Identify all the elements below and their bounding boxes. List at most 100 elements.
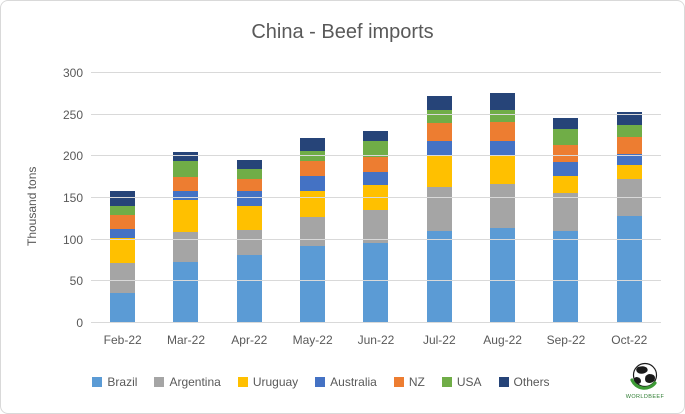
logo: WORLDBEEF bbox=[622, 361, 668, 403]
bar-segment-usa bbox=[236, 168, 262, 179]
legend-swatch-icon bbox=[498, 377, 509, 387]
gridline bbox=[91, 155, 661, 157]
bar-segment-australia bbox=[426, 141, 452, 157]
gridline bbox=[91, 72, 661, 73]
bar-slot bbox=[218, 73, 281, 323]
legend-label: NZ bbox=[408, 375, 425, 389]
stacked-bar bbox=[300, 138, 326, 323]
bar-segment-uruguay bbox=[616, 164, 642, 179]
bar-segment-nz bbox=[490, 122, 516, 141]
legend-swatch-icon bbox=[154, 377, 165, 387]
x-axis-tick-labels: Feb-22 Mar-22 Apr-22 May-22 Jun-22 Jul-22 Aug-… bbox=[91, 333, 661, 347]
legend-label: Others bbox=[513, 375, 550, 389]
y-tick-label: 150 bbox=[62, 191, 83, 205]
bar-segment-nz bbox=[616, 137, 642, 154]
bar-slot bbox=[471, 73, 534, 323]
x-tick-label: Sep-22 bbox=[546, 333, 586, 347]
bar-segment-uruguay bbox=[426, 156, 452, 188]
y-tick-label: 200 bbox=[62, 149, 83, 164]
bar-segment-brazil bbox=[426, 230, 452, 323]
x-tick-label: Aug-22 bbox=[483, 333, 522, 347]
legend-swatch-icon bbox=[393, 377, 404, 387]
bar-segment-argentina bbox=[236, 229, 262, 255]
bar-segment-usa bbox=[110, 205, 136, 215]
bar-segment-uruguay bbox=[173, 199, 199, 233]
bar-segment-australia bbox=[363, 172, 389, 185]
stacked-bar bbox=[110, 190, 136, 323]
bar-segment-uruguay bbox=[490, 155, 516, 184]
bar-segment-usa bbox=[490, 109, 516, 123]
bar-segment-brazil bbox=[616, 215, 642, 323]
bar-slot bbox=[154, 73, 217, 323]
stacked-bar bbox=[236, 159, 262, 323]
legend-item-brazil: Brazil bbox=[92, 375, 137, 389]
legend-swatch-icon bbox=[441, 377, 452, 387]
bar-slot bbox=[91, 73, 154, 323]
bar-segment-argentina bbox=[110, 263, 136, 293]
bar-segment-uruguay bbox=[236, 205, 262, 230]
x-tick-label: Oct-22 bbox=[611, 333, 648, 347]
bars-container bbox=[91, 73, 661, 323]
x-tick-label: May-22 bbox=[292, 333, 333, 347]
legend: Brazil Argentina Uruguay Australia NZ USA Othe… bbox=[1, 375, 641, 389]
bar-segment-others bbox=[616, 112, 642, 125]
y-axis-tick-labels: 0 50 100 150 200 250 300 bbox=[41, 66, 83, 330]
legend-item-argentina: Argentina bbox=[154, 375, 221, 389]
stacked-bar bbox=[616, 112, 642, 323]
bar-segment-others bbox=[363, 130, 389, 142]
bar-segment-nz bbox=[300, 160, 326, 176]
legend-label: Uruguay bbox=[252, 375, 299, 389]
legend-item-others: Others bbox=[498, 375, 550, 389]
bar-slot bbox=[598, 73, 661, 323]
bar-segment-usa bbox=[363, 141, 389, 158]
bar-segment-australia bbox=[490, 140, 516, 156]
bar-segment-australia bbox=[236, 191, 262, 206]
bar-segment-brazil bbox=[236, 254, 262, 323]
bar-segment-nz bbox=[110, 214, 136, 229]
bar-segment-nz bbox=[236, 178, 262, 192]
bar-segment-usa bbox=[616, 124, 642, 138]
bar-segment-argentina bbox=[363, 209, 389, 243]
bar-segment-nz bbox=[426, 123, 452, 142]
chart-title: China - Beef imports bbox=[251, 21, 434, 43]
bar-segment-brazil bbox=[173, 262, 199, 323]
stacked-bar bbox=[173, 152, 199, 323]
bar-segment-others bbox=[173, 152, 199, 161]
legend-swatch-icon bbox=[315, 377, 326, 387]
legend-label: Brazil bbox=[107, 375, 138, 389]
bar-segment-others bbox=[490, 93, 516, 110]
bar-segment-argentina bbox=[490, 183, 516, 228]
bar-segment-brazil bbox=[300, 245, 326, 323]
y-tick-label: 50 bbox=[69, 274, 83, 289]
globe-logo-icon: WORLDBEEF bbox=[626, 362, 664, 400]
legend-item-uruguay: Uruguay bbox=[237, 375, 299, 389]
y-tick-label: 250 bbox=[62, 107, 83, 122]
bar-segment-nz bbox=[173, 177, 199, 191]
gridline bbox=[91, 197, 661, 198]
bar-slot bbox=[408, 73, 471, 323]
bar-segment-uruguay bbox=[300, 190, 326, 218]
y-axis-title: Thousand tons bbox=[25, 166, 39, 246]
bar-segment-usa bbox=[426, 109, 452, 124]
bar-segment-australia bbox=[553, 162, 579, 176]
bar-segment-usa bbox=[553, 128, 579, 145]
stacked-bar bbox=[553, 118, 579, 323]
x-tick-label: Mar-22 bbox=[166, 333, 205, 347]
bar-segment-others bbox=[236, 159, 262, 169]
bar-segment-argentina bbox=[553, 193, 579, 232]
legend-label: Australia bbox=[330, 375, 377, 389]
bar-segment-others bbox=[110, 190, 136, 206]
gridline bbox=[91, 322, 661, 323]
legend-label: USA bbox=[456, 375, 482, 389]
bar-slot bbox=[344, 73, 407, 323]
bar-segment-brazil bbox=[363, 243, 389, 323]
bar-segment-argentina bbox=[426, 187, 452, 231]
x-tick-label: Feb-22 bbox=[103, 333, 142, 347]
bar-segment-others bbox=[553, 118, 579, 129]
bar-slot bbox=[281, 73, 344, 323]
bar-segment-argentina bbox=[300, 217, 326, 246]
x-tick-label: Jun-22 bbox=[357, 333, 395, 347]
legend-swatch-icon bbox=[92, 377, 103, 387]
gridline bbox=[91, 280, 661, 282]
